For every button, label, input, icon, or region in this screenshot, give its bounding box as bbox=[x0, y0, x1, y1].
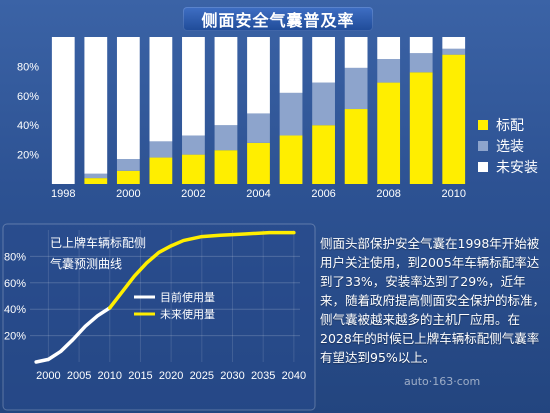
line-x-tick-label: 2015 bbox=[128, 370, 152, 382]
bar-segment-未安装 bbox=[84, 37, 108, 174]
line-chart-panel bbox=[2, 223, 316, 411]
bar-segment-标配 bbox=[409, 72, 433, 184]
legend-swatch-optional bbox=[478, 141, 488, 151]
legend-label-standard: 标配 bbox=[496, 118, 524, 134]
bar-segment-选装 bbox=[247, 113, 270, 143]
bar-segment-标配 bbox=[182, 154, 205, 184]
line-x-tick-label: 2000 bbox=[36, 370, 60, 382]
legend-swatch-none bbox=[478, 162, 488, 172]
bar-segment-未安装 bbox=[247, 37, 270, 114]
bar-segment-标配 bbox=[344, 109, 368, 184]
bar-segment-选装 bbox=[116, 159, 140, 171]
legend-label-none: 未安装 bbox=[496, 160, 538, 176]
line-series-目前使用量 bbox=[34, 306, 112, 364]
bar-x-tick-label: 2006 bbox=[311, 188, 335, 200]
line-x-tick-label: 2025 bbox=[190, 370, 214, 382]
bar-segment-选装 bbox=[214, 125, 238, 151]
bar-segment-标配 bbox=[149, 157, 173, 184]
line-y-tick-label: 60% bbox=[4, 278, 26, 290]
legend-item-standard: 标配 bbox=[478, 115, 524, 135]
line-x-tick-label: 2040 bbox=[282, 370, 306, 382]
bar-segment-标配 bbox=[214, 150, 238, 184]
legend-label-optional: 选装 bbox=[496, 139, 524, 155]
line-x-tick-label: 2020 bbox=[159, 370, 183, 382]
bar-segment-未安装 bbox=[116, 37, 140, 160]
bar-segment-未安装 bbox=[344, 37, 368, 68]
bar-segment-选装 bbox=[377, 59, 401, 83]
bar-segment-未安装 bbox=[377, 37, 401, 60]
bar-segment-未安装 bbox=[214, 37, 238, 126]
bar-segment-标配 bbox=[279, 135, 303, 184]
bar-x-tick-label: 2010 bbox=[441, 188, 465, 200]
bar-x-tick-label: 1998 bbox=[51, 188, 75, 200]
legend-item-none: 未安装 bbox=[478, 157, 538, 177]
line-chart-title-line2: 气囊预测曲线 bbox=[50, 256, 122, 271]
bar-segment-选装 bbox=[84, 173, 108, 179]
bar-segment-选装 bbox=[409, 53, 433, 73]
bar-x-tick-label: 2004 bbox=[246, 188, 270, 200]
bar-x-tick-label: 2002 bbox=[181, 188, 205, 200]
line-series-未来使用量 bbox=[108, 230, 296, 310]
bar-segment-选装 bbox=[344, 67, 368, 110]
bar-segment-未安装 bbox=[182, 37, 205, 136]
bar-segment-标配 bbox=[442, 54, 466, 184]
bar-segment-标配 bbox=[116, 170, 140, 184]
bar-segment-未安装 bbox=[51, 37, 75, 184]
bar-y-tick-label: 20% bbox=[17, 150, 39, 162]
line-x-tick-label: 2010 bbox=[98, 370, 122, 382]
bar-x-tick-label: 2000 bbox=[116, 188, 140, 200]
legend-label-future: 未来使用量 bbox=[160, 308, 215, 321]
legend-item-optional: 选装 bbox=[478, 136, 524, 156]
bar-y-tick-label: 80% bbox=[17, 61, 39, 73]
line-y-tick-label: 40% bbox=[4, 304, 26, 316]
bar-segment-选装 bbox=[182, 135, 205, 155]
line-x-tick-label: 2035 bbox=[251, 370, 275, 382]
bar-segment-标配 bbox=[247, 142, 270, 184]
bar-segment-标配 bbox=[312, 125, 335, 184]
line-chart: 20% 40% 60% 80% 2000 2005 2010 2015 2020 2025 203… bbox=[2, 223, 316, 411]
bar-segment-未安装 bbox=[279, 37, 303, 93]
bar-y-tick-label: 60% bbox=[17, 91, 39, 103]
description-paragraph: 侧面头部保护安全气囊在1998年开始被用户关注使用，到2005年车辆标配率达到了… bbox=[320, 236, 546, 365]
line-y-tick-label: 80% bbox=[4, 251, 26, 263]
bar-segment-未安装 bbox=[409, 37, 433, 54]
watermark-text: auto·163·com bbox=[404, 375, 481, 388]
bar-segment-选装 bbox=[442, 48, 466, 55]
line-chart-title-line1: 已上牌车辆标配侧 bbox=[50, 235, 146, 250]
line-x-tick-label: 2005 bbox=[67, 370, 91, 382]
chart-title: 侧面安全气囊普及率 bbox=[183, 7, 373, 31]
bar-x-tick-label: 2008 bbox=[376, 188, 400, 200]
bar-chart: 20% 40% 60% 80% 1998 2000 2002 2004 2006 2008 201… bbox=[17, 37, 466, 200]
bar-segment-标配 bbox=[377, 82, 401, 184]
bar-segment-选装 bbox=[149, 141, 173, 158]
bar-segment-未安装 bbox=[149, 37, 173, 142]
legend-label-current: 目前使用量 bbox=[160, 290, 215, 304]
bar-segment-未安装 bbox=[312, 37, 335, 83]
line-y-tick-label: 20% bbox=[4, 331, 26, 343]
bar-segment-未安装 bbox=[442, 37, 466, 49]
chart-title-text: 侧面安全气囊普及率 bbox=[201, 13, 355, 30]
bar-y-tick-label: 40% bbox=[17, 120, 39, 132]
line-x-tick-label: 2030 bbox=[220, 370, 244, 382]
bar-segment-标配 bbox=[84, 178, 108, 184]
bar-segment-选装 bbox=[279, 92, 303, 136]
bar-segment-选装 bbox=[312, 82, 335, 126]
legend-swatch-standard bbox=[478, 120, 488, 130]
